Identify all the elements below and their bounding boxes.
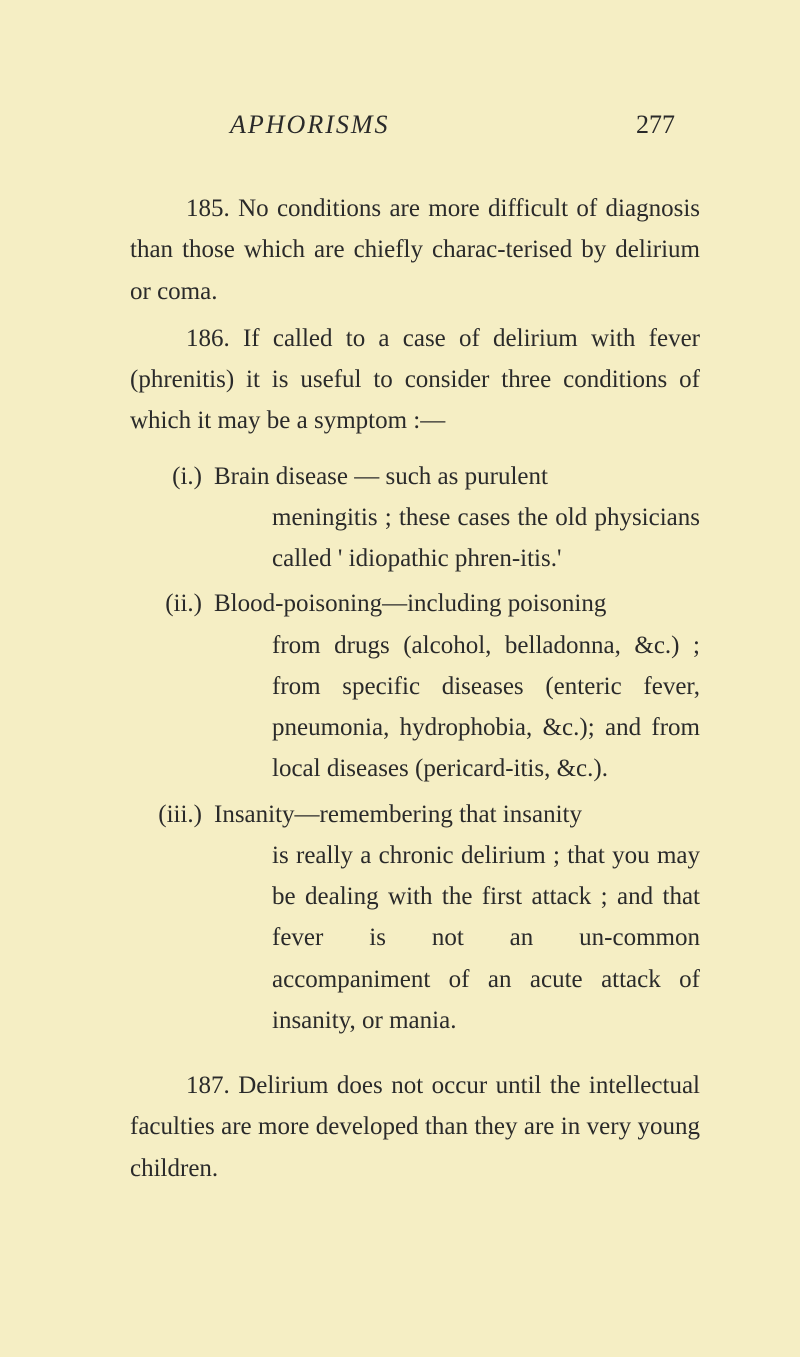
list-text-i: Brain disease — such as purulent meningi…	[214, 456, 700, 580]
running-title: APHORISMS	[230, 110, 390, 140]
roman-marker-iii: (iii.)	[130, 794, 214, 1042]
page-header: APHORISMS 277	[130, 110, 700, 140]
list-text-ii: Blood-poisoning—including poisoning from…	[214, 583, 700, 789]
paragraph-185: 185. No conditions are more difficult of…	[130, 188, 700, 312]
page-number: 277	[636, 110, 675, 140]
paragraph-186: 186. If called to a case of delirium wit…	[130, 318, 700, 442]
list-item-iii: (iii.) Insanity—remembering that insanit…	[130, 794, 700, 1042]
roman-marker-i: (i.)	[130, 456, 214, 580]
list-ii-continuation: from drugs (alcohol, belladonna, &c.) ; …	[214, 625, 700, 790]
list-iii-line1: Insanity—remembering that insanity	[214, 801, 582, 828]
roman-marker-ii: (ii.)	[130, 583, 214, 789]
list-item-i: (i.) Brain disease — such as purulent me…	[130, 456, 700, 580]
list-iii-continuation: is really a chronic delirium ; that you …	[214, 835, 700, 1041]
list-text-iii: Insanity—remembering that insanity is re…	[214, 794, 700, 1042]
list-i-continuation: meningitis ; these cases the old physici…	[214, 497, 700, 580]
paragraph-187: 187. Delirium does not occur until the i…	[130, 1065, 700, 1189]
list-i-line1: Brain disease — such as purulent	[214, 463, 548, 490]
list-ii-line1: Blood-poisoning—including poisoning	[214, 590, 606, 617]
symptom-list: (i.) Brain disease — such as purulent me…	[130, 456, 700, 1042]
list-item-ii: (ii.) Blood-poisoning—including poisonin…	[130, 583, 700, 789]
